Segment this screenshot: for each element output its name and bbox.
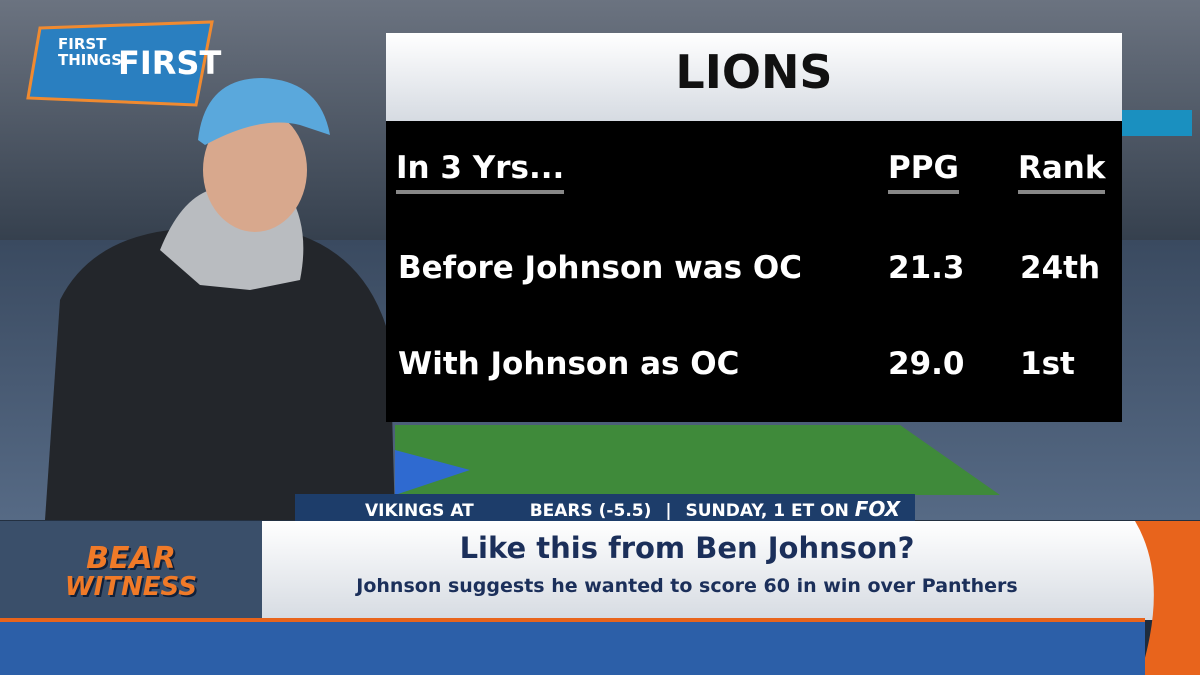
segment-box: [0, 521, 262, 620]
ticker-text: SUNDAY, 1 ET ON: [685, 501, 849, 521]
row-label: Before Johnson was OC: [398, 250, 803, 286]
orange-swoosh: [1135, 521, 1200, 675]
panel-title: LIONS: [675, 45, 833, 99]
person-cap: [198, 78, 330, 145]
scoreboard: [1122, 110, 1192, 136]
ticker-text: VIKINGS AT: [365, 501, 474, 521]
logo-small: FIRST THINGS: [58, 36, 122, 68]
row-label: With Johnson as OC: [398, 346, 740, 382]
column-header: In 3 Yrs...: [396, 150, 565, 194]
bottom-bar: [0, 620, 1145, 675]
panel-header: [386, 33, 1122, 121]
rank-value: 24th: [1020, 250, 1101, 286]
person-face: [203, 108, 307, 232]
segment-text: WITNESS: [64, 572, 198, 602]
ticker-bar: [295, 494, 915, 521]
segment-logo: BEAR WITNESS: [0, 541, 262, 602]
ticker: VIKINGS AT BEARS (-5.5) | SUNDAY, 1 ET O…: [365, 497, 901, 521]
ppg-value: 21.3: [888, 250, 965, 286]
column-header: Rank: [1018, 150, 1106, 194]
person-jacket: [45, 230, 395, 520]
headline: Like this from Ben Johnson?: [459, 531, 915, 565]
logo-text: FIRST: [118, 44, 222, 82]
stats-panel: [386, 121, 1122, 422]
logo-badge: [26, 20, 214, 107]
field: [395, 425, 1000, 495]
bottom-stripe: [0, 618, 1145, 622]
ppg-value: 29.0: [888, 346, 965, 382]
ticker-text: BEARS (-5.5): [529, 501, 652, 521]
column-header: PPG: [888, 150, 959, 194]
rank-value: 1st: [1020, 346, 1075, 382]
subheadline: Johnson suggests he wanted to score 60 i…: [356, 575, 1018, 597]
segment-text: BEAR: [86, 541, 176, 576]
logo-text: FIRST: [58, 35, 107, 53]
network-logo: FOX: [854, 497, 901, 521]
end-zone: [395, 450, 470, 495]
logo-text: THINGS: [58, 51, 123, 69]
